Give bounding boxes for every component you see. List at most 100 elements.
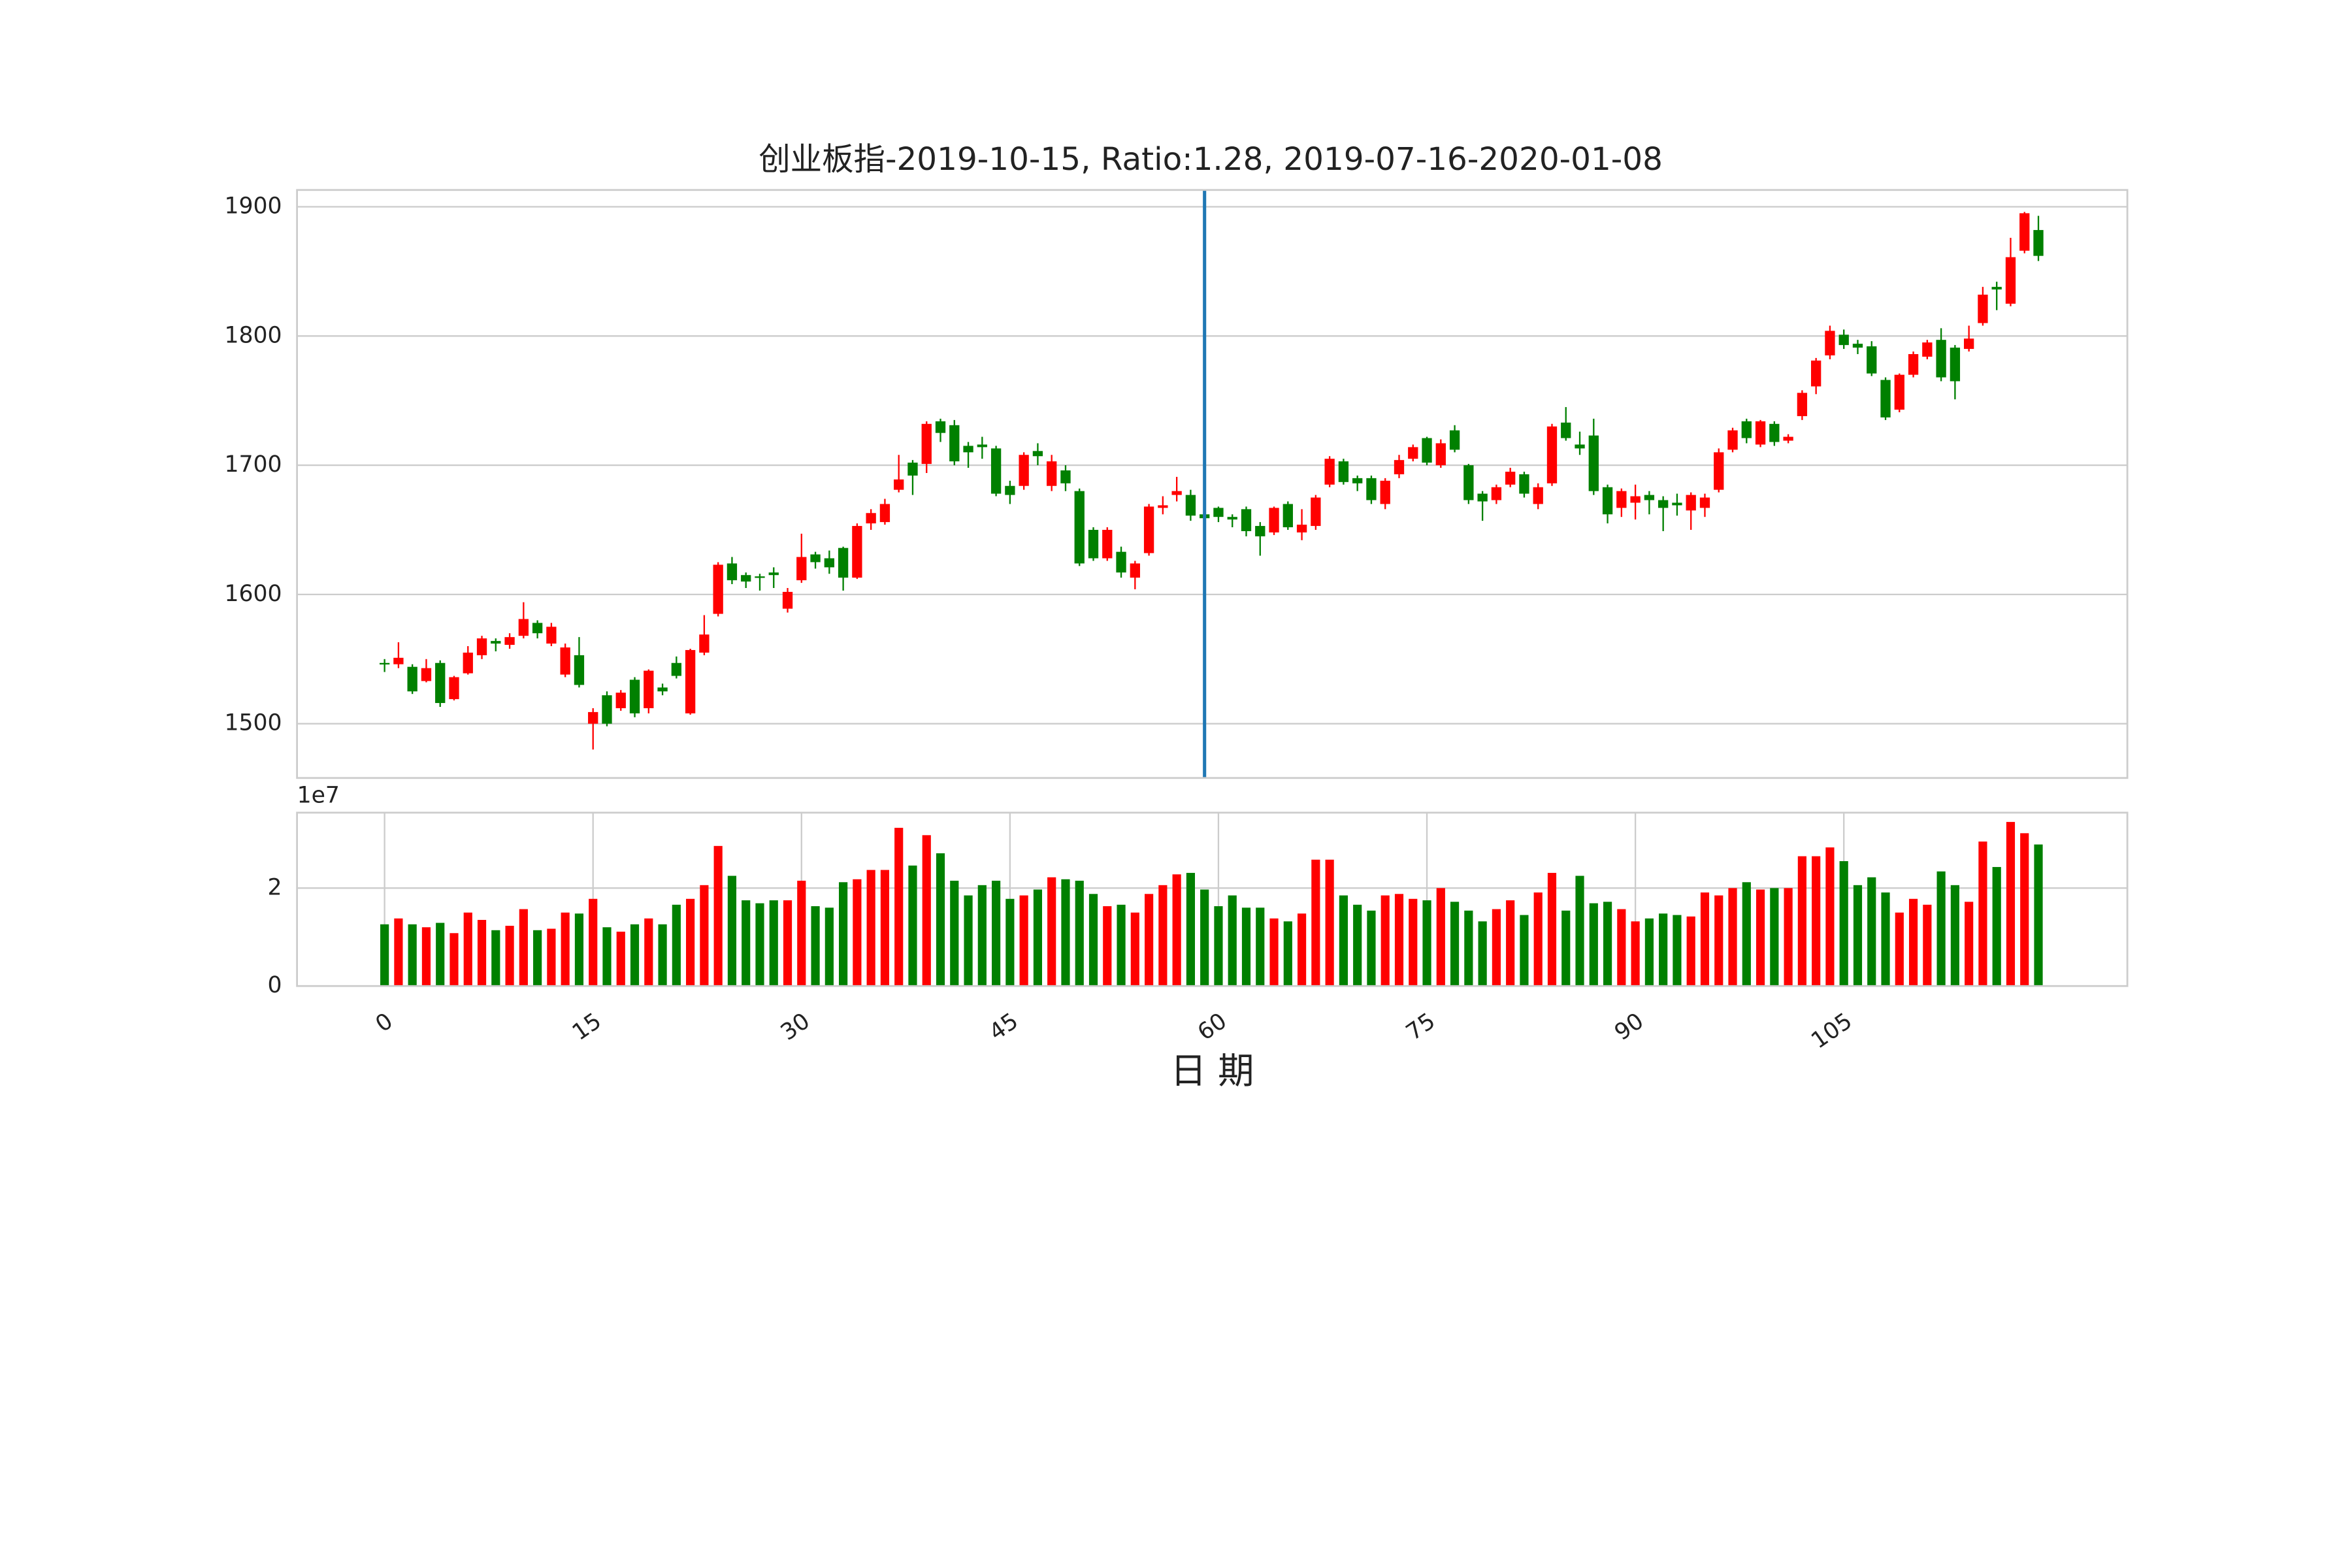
volume-bar: [1575, 875, 1584, 987]
volume-bar: [1269, 918, 1279, 987]
volume-bar: [755, 903, 764, 987]
candle-body: [1352, 478, 1363, 483]
volume-bar: [1380, 895, 1390, 987]
volume-bar: [1241, 907, 1251, 987]
candle-body: [1102, 529, 1113, 559]
candle-body: [629, 679, 640, 713]
candle-body: [393, 657, 404, 664]
candle-body: [1435, 443, 1446, 466]
candle-body: [1797, 393, 1808, 416]
volume-bar: [1145, 894, 1154, 987]
candle-body: [907, 463, 918, 476]
volume-bar: [964, 895, 973, 987]
candle-body: [1241, 509, 1252, 531]
candle-body: [755, 576, 765, 578]
candle-body: [699, 634, 710, 653]
volume-bar: [1923, 904, 1932, 987]
volume-bar: [616, 932, 625, 987]
candle-body: [1908, 353, 1919, 375]
volume-bar: [505, 926, 514, 987]
candle-body: [1047, 461, 1057, 486]
volume-bar: [1130, 912, 1139, 987]
volume-bar: [380, 924, 389, 987]
volume-bar: [1172, 874, 1181, 987]
volume-bar: [866, 870, 875, 987]
candle-body: [463, 652, 473, 674]
candle-body: [685, 649, 696, 713]
volume-bar: [825, 907, 834, 987]
volume-bar: [1547, 873, 1557, 987]
candle-body: [1491, 487, 1502, 500]
candle-body: [1950, 348, 1961, 382]
volume-bar: [700, 885, 709, 987]
candle-body: [713, 564, 723, 614]
volume-bar: [1825, 847, 1835, 987]
volume-bar: [839, 882, 848, 987]
candle-body: [1602, 487, 1613, 515]
volume-bar: [574, 913, 584, 987]
candle-body: [1019, 455, 1029, 486]
volume-bar: [1533, 892, 1543, 987]
volume-bar: [1436, 888, 1445, 987]
candle-body: [1408, 447, 1418, 459]
candle-body: [727, 563, 738, 581]
volume-bar: [1311, 859, 1320, 987]
candle-body: [435, 662, 446, 704]
candle-body: [1074, 491, 1085, 564]
candle-body: [1894, 374, 1904, 410]
volume-bar: [672, 904, 681, 987]
volume-bar: [658, 924, 667, 987]
candle-body: [824, 558, 834, 568]
volume-bar: [811, 906, 820, 987]
candle-body: [1575, 444, 1585, 449]
volume-bar: [769, 900, 778, 987]
volume-bar: [1561, 910, 1571, 987]
candle-body: [379, 662, 390, 665]
volume-bar: [1353, 904, 1362, 987]
candle-body: [1296, 525, 1307, 532]
volume-bar: [1631, 921, 1640, 987]
candle-body: [810, 554, 821, 563]
candle-body: [1811, 360, 1821, 387]
volume-bar: [1047, 877, 1056, 987]
candle-body: [1422, 438, 1432, 463]
volume-bar: [449, 933, 459, 987]
volume-bar: [1478, 921, 1487, 987]
candle-body: [838, 547, 849, 578]
volume-bar: [463, 912, 472, 987]
candle-body: [1630, 496, 1641, 503]
volume-bar: [1644, 918, 1654, 987]
candle-body: [949, 425, 960, 462]
candle-body: [963, 446, 973, 453]
candle-body: [1561, 422, 1571, 438]
candle-body: [1130, 563, 1140, 578]
candle-body: [518, 619, 529, 636]
volume-bar: [1088, 894, 1098, 987]
candle-body: [782, 591, 793, 609]
volume-bar: [630, 924, 640, 987]
candle-body: [1171, 491, 1182, 495]
volume-bar: [2006, 822, 2016, 987]
volume-bar: [491, 930, 500, 987]
volume-bar: [742, 900, 751, 987]
volume-bar: [950, 881, 959, 987]
candle-body: [1769, 423, 1780, 442]
candle-body: [1963, 338, 1974, 350]
volume-bar: [561, 912, 570, 987]
candle-body: [1880, 380, 1891, 417]
candle-body: [1005, 485, 1015, 495]
volume-bar: [908, 865, 917, 987]
volume-bar: [1492, 909, 1501, 987]
volume-bar: [519, 909, 528, 987]
volume-bar: [1103, 906, 1112, 987]
candle-body: [1394, 460, 1405, 474]
volume-bar: [1409, 898, 1418, 987]
volume-bar: [853, 879, 862, 987]
candle-body: [615, 693, 626, 708]
candle-body: [1783, 436, 1793, 441]
candle-body: [1032, 451, 1043, 457]
volume-bar: [1617, 909, 1626, 987]
candle-body: [879, 504, 890, 523]
candle-body: [588, 711, 598, 724]
candle-body: [768, 572, 779, 576]
